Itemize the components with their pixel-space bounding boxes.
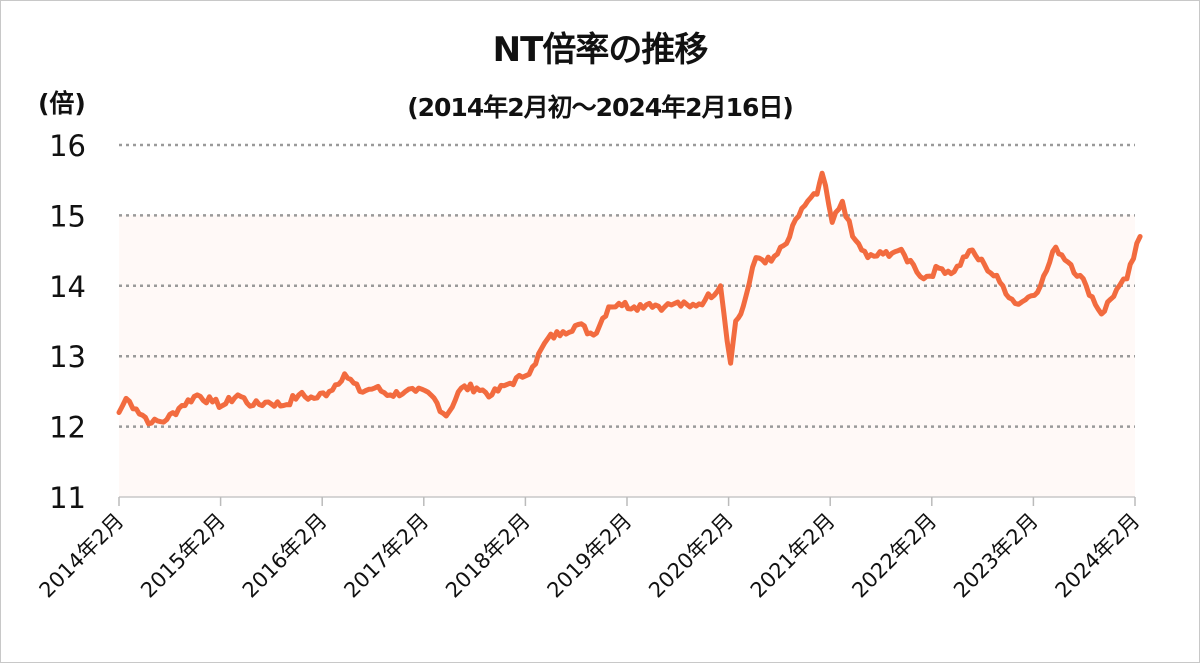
y-axis-unit-label: (倍) <box>38 89 86 118</box>
y-tick-label: 12 <box>49 411 86 445</box>
x-tick-label: 2014年2月 <box>35 509 129 603</box>
y-tick-label: 11 <box>49 481 86 515</box>
grid-lines <box>119 143 1135 428</box>
x-tick-label: 2020年2月 <box>644 509 738 603</box>
x-axis-ticks: 2014年2月 2015年2月 2016年2月 2017年2月 2018年2月 2019年… <box>35 497 1145 602</box>
x-tick-label: 2024年2月 <box>1051 509 1145 603</box>
x-tick-label: 2016年2月 <box>238 509 332 603</box>
x-tick-label: 2021年2月 <box>746 509 840 603</box>
chart-subtitle: (2014年2月初〜2024年2月16日) <box>407 93 794 122</box>
y-tick-label: 16 <box>49 129 86 163</box>
x-tick-label: 2022年2月 <box>847 509 941 603</box>
x-tick-label: 2015年2月 <box>136 509 230 603</box>
nt-ratio-line <box>116 170 1143 427</box>
x-tick-label: 2023年2月 <box>949 509 1043 603</box>
x-tick-label: 2018年2月 <box>441 509 535 603</box>
y-tick-label: 13 <box>49 340 86 374</box>
y-tick-label: 15 <box>49 199 86 233</box>
x-tick-label: 2019年2月 <box>543 509 637 603</box>
chart-title: NT倍率の推移 <box>492 30 709 70</box>
y-tick-label: 14 <box>49 270 86 304</box>
x-tick-label: 2017年2月 <box>339 509 433 603</box>
y-axis-ticks: 11 12 13 14 15 16 <box>49 129 86 515</box>
